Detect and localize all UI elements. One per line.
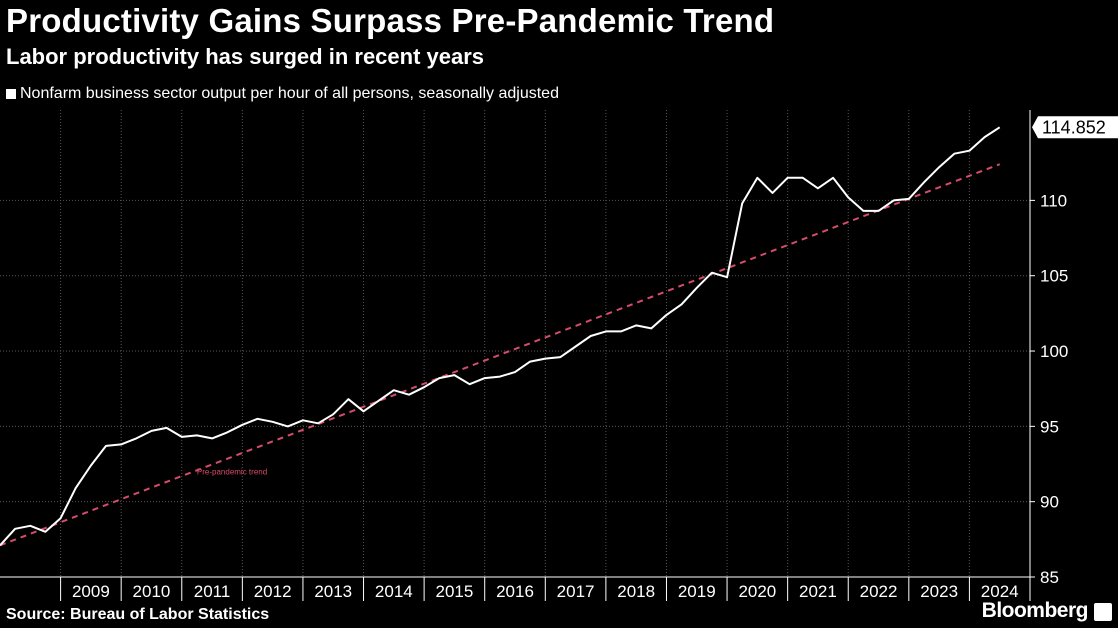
series-line xyxy=(0,126,1001,547)
legend-swatch xyxy=(6,89,16,99)
x-tick-label: 2024 xyxy=(981,582,1019,601)
legend: Nonfarm business sector output per hour … xyxy=(6,85,559,103)
y-tick-label: 85 xyxy=(1040,568,1059,587)
x-tick-label: 2014 xyxy=(375,582,413,601)
y-axis: 85 90 95 100 105 110 xyxy=(1029,110,1068,587)
chart-subtitle: Labor productivity has surged in recent … xyxy=(6,44,485,69)
x-tick-label: 2016 xyxy=(496,582,534,601)
x-tick-label: 2015 xyxy=(435,582,473,601)
y-tick-label: 105 xyxy=(1040,267,1068,286)
y-tick-label: 110 xyxy=(1040,191,1067,210)
x-axis: 2009 2010 2011 2012 2013 2014 2015 2016 2017 2018… xyxy=(0,576,1031,601)
productivity-series xyxy=(0,126,1001,547)
chart-title: Productivity Gains Surpass Pre-Pandemic … xyxy=(6,2,775,39)
x-tick-label: 2020 xyxy=(738,582,776,601)
x-tick-label: 2018 xyxy=(617,582,655,601)
x-tick-label: 2022 xyxy=(860,582,898,601)
y-tick-label: 100 xyxy=(1040,342,1068,361)
x-tick-label: 2017 xyxy=(557,582,595,601)
grid-lines xyxy=(0,110,1030,578)
x-tick-label: 2012 xyxy=(254,582,292,601)
trend-line xyxy=(0,163,1001,547)
y-tick-label: 90 xyxy=(1040,493,1059,512)
x-tick-label: 2021 xyxy=(799,582,837,601)
bloomberg-mark-icon xyxy=(1094,603,1112,621)
x-tick-label: 2019 xyxy=(678,582,716,601)
y-tick-label: 95 xyxy=(1040,417,1059,436)
last-value-badge xyxy=(1032,116,1118,139)
legend-label: Nonfarm business sector output per hour … xyxy=(20,85,559,102)
source-note: Source: Bureau of Labor Statistics xyxy=(6,606,270,623)
x-tick-label: 2013 xyxy=(314,582,352,601)
x-tick-label: 2011 xyxy=(194,582,231,601)
bloomberg-logo: Bloomberg xyxy=(981,599,1089,622)
x-tick-label: 2009 xyxy=(72,582,110,601)
annotations: Pre-pandemic trend 114.852 xyxy=(197,116,1118,477)
trend-series xyxy=(0,163,1001,547)
x-tick-label: 2010 xyxy=(133,582,171,601)
last-value-label: 114.852 xyxy=(1042,117,1106,137)
x-tick-label: 2023 xyxy=(920,582,958,601)
trend-annotation: Pre-pandemic trend xyxy=(197,468,267,477)
